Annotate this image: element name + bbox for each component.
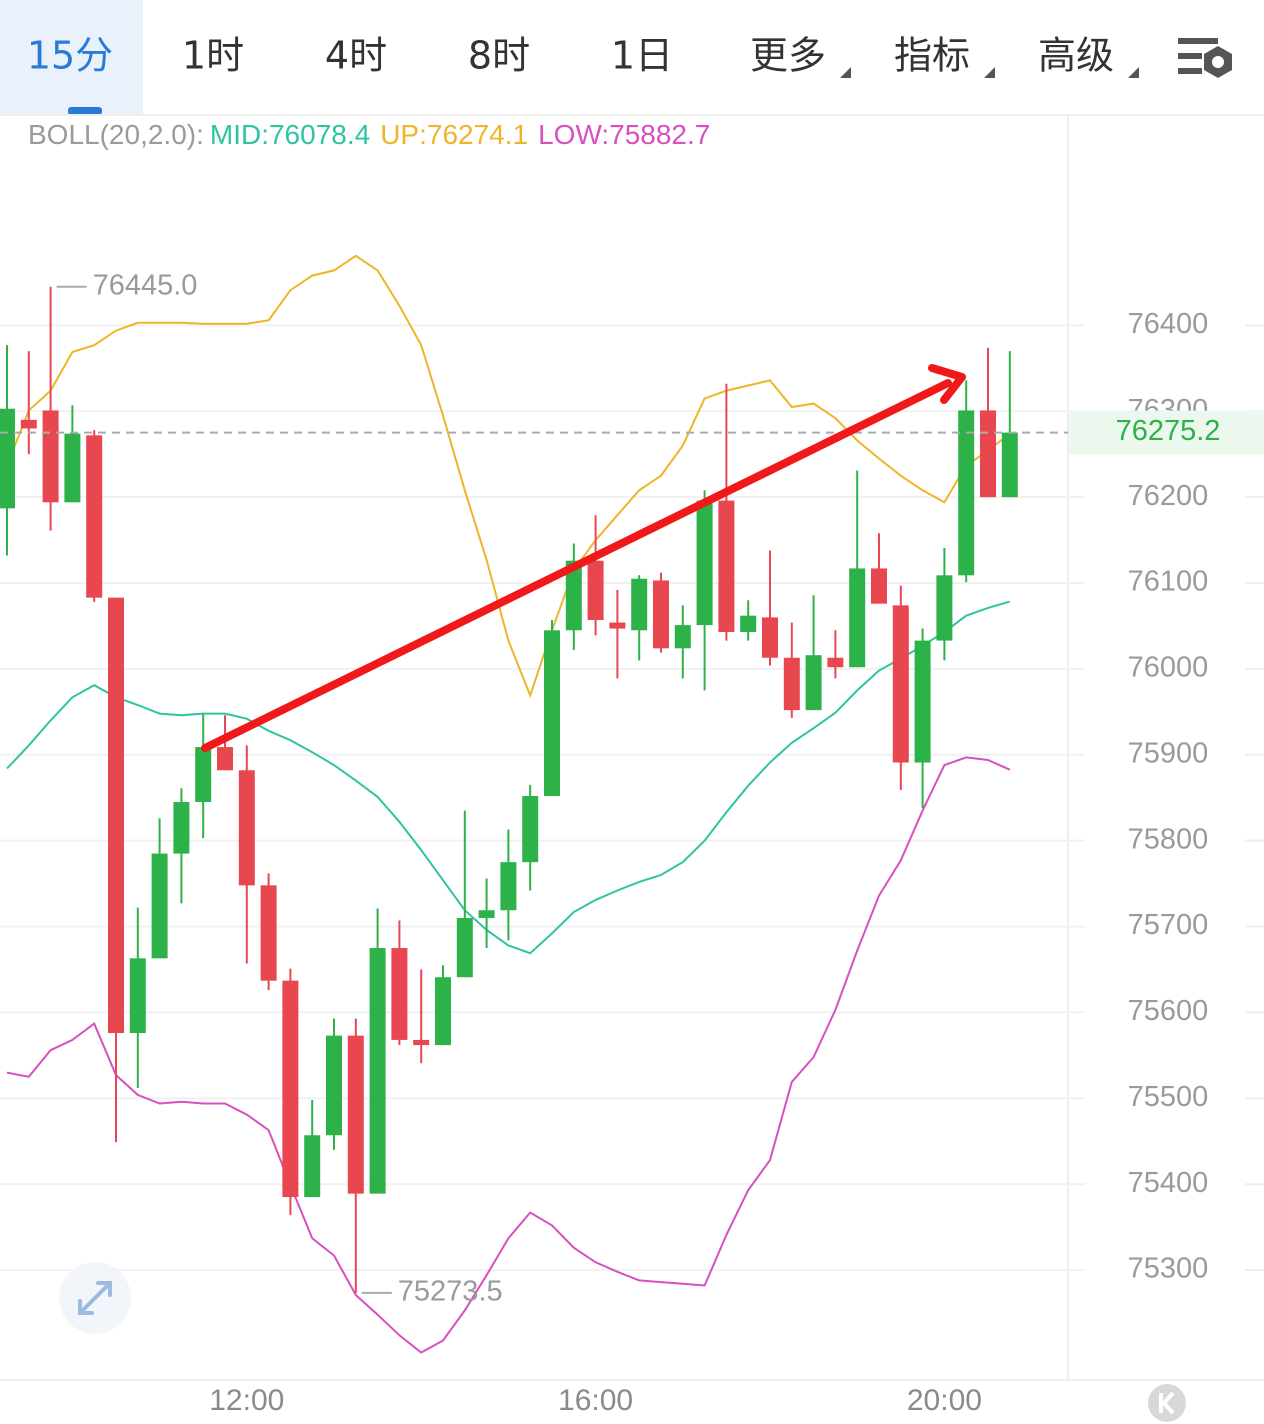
active-tab-indicator xyxy=(68,107,102,115)
extreme-label: 76445.0 xyxy=(93,269,198,301)
candle-body xyxy=(413,1039,430,1046)
candle-body xyxy=(0,408,15,509)
candle-body xyxy=(783,657,800,711)
y-tick-label: 76200 xyxy=(1128,480,1209,512)
candle-body xyxy=(631,578,648,631)
candle-body xyxy=(195,747,212,803)
tab[interactable]: 1日 xyxy=(611,34,673,78)
x-tick-label: 16:00 xyxy=(558,1384,633,1417)
last-price-box xyxy=(1069,410,1264,455)
legend-up: UP:76274.1 xyxy=(380,119,528,150)
candle-body xyxy=(20,419,37,429)
trend-arrow xyxy=(201,364,966,752)
candle-body xyxy=(936,575,953,641)
candle-body xyxy=(609,622,626,629)
candle-body xyxy=(326,1035,342,1136)
candle-body xyxy=(151,853,168,959)
candle-body xyxy=(827,657,844,668)
candle-body xyxy=(653,580,669,649)
candle-body xyxy=(129,958,146,1034)
candle-body xyxy=(718,500,735,632)
candle-body xyxy=(456,917,473,978)
y-tick-label: 75700 xyxy=(1128,909,1209,941)
tab[interactable]: 指标 xyxy=(894,34,970,78)
tab[interactable]: 更多 xyxy=(750,34,826,78)
candle-body xyxy=(478,910,495,918)
candle-body xyxy=(238,770,255,886)
y-tick-label: 75300 xyxy=(1128,1253,1209,1285)
dropdown-marker xyxy=(984,67,995,78)
indicator-line xyxy=(6,600,1011,955)
candle-body xyxy=(282,980,299,1198)
extreme-label: 75273.5 xyxy=(398,1275,503,1307)
y-tick-label: 76100 xyxy=(1128,566,1209,598)
dropdown-marker xyxy=(840,67,851,78)
last-price-label: 76275.2 xyxy=(1116,415,1221,447)
y-tick-label: 75800 xyxy=(1128,823,1209,855)
candle-body xyxy=(914,640,931,763)
reset-button[interactable] xyxy=(1148,1384,1186,1422)
candle-body xyxy=(740,615,757,632)
settings-icon[interactable] xyxy=(1178,38,1232,78)
candle-body xyxy=(849,568,866,668)
candle-body xyxy=(435,977,451,1046)
candle-body xyxy=(500,862,517,911)
candle-body xyxy=(369,948,386,1194)
y-tick-label: 75900 xyxy=(1128,737,1209,769)
candle-body xyxy=(391,948,408,1040)
indicator-legend: BOLL(20,2.0): MID:76078.4 UP:76274.1 LOW:75… xyxy=(28,119,710,150)
candle-body xyxy=(304,1135,321,1198)
candle-body xyxy=(522,796,539,863)
tab[interactable]: 8时 xyxy=(468,34,530,78)
dropdown-marker xyxy=(1128,67,1139,78)
candles xyxy=(0,286,1018,1293)
x-tick-label: 20:00 xyxy=(907,1384,982,1417)
timeframe-tabs: 15分 1时 4时 8时 1日 更多 指标 高级 xyxy=(0,0,1264,116)
candle-body xyxy=(805,655,822,711)
candle-body xyxy=(86,435,103,598)
legend-mid: MID:76078.4 xyxy=(210,119,370,150)
y-tick-label: 75400 xyxy=(1128,1167,1209,1199)
candle-body xyxy=(544,630,560,797)
y-tick-label: 75500 xyxy=(1128,1081,1209,1113)
y-tick-label: 76400 xyxy=(1128,308,1209,340)
candle-body xyxy=(696,500,713,626)
candle-body xyxy=(173,802,190,854)
candle-body xyxy=(1001,432,1018,498)
x-tick-label: 12:00 xyxy=(209,1384,284,1417)
expand-button[interactable] xyxy=(59,1262,131,1334)
candle-body xyxy=(347,1035,364,1194)
candle-body xyxy=(892,605,909,763)
tab[interactable]: 1时 xyxy=(182,34,244,78)
active-tab-bg xyxy=(0,0,143,115)
legend-low: LOW:75882.7 xyxy=(538,119,710,150)
tab[interactable]: 15分 xyxy=(27,34,113,78)
candle-body xyxy=(958,410,975,576)
indicator-lines xyxy=(6,254,1011,1354)
indicator-line xyxy=(6,756,1011,1354)
tab[interactable]: 4时 xyxy=(325,34,387,78)
indicator-line xyxy=(6,254,1011,699)
candle-body xyxy=(674,625,691,649)
y-tick-label: 76000 xyxy=(1128,652,1209,684)
candle-body xyxy=(871,568,887,604)
candle-body xyxy=(64,433,81,503)
candle-body xyxy=(108,597,124,1034)
overlay: 76275.2 76445.0 75273.5 xyxy=(0,269,1264,1307)
candle-body xyxy=(42,410,59,503)
candle-body xyxy=(260,885,277,981)
indicator-name: BOLL(20,2.0): xyxy=(28,119,204,150)
candle-body xyxy=(217,747,233,771)
candle-body xyxy=(565,560,582,631)
tab[interactable]: 高级 xyxy=(1038,34,1114,78)
candle-body xyxy=(980,410,996,498)
candle-body xyxy=(587,560,604,620)
candle-body xyxy=(762,617,778,658)
y-tick-label: 75600 xyxy=(1128,995,1209,1027)
